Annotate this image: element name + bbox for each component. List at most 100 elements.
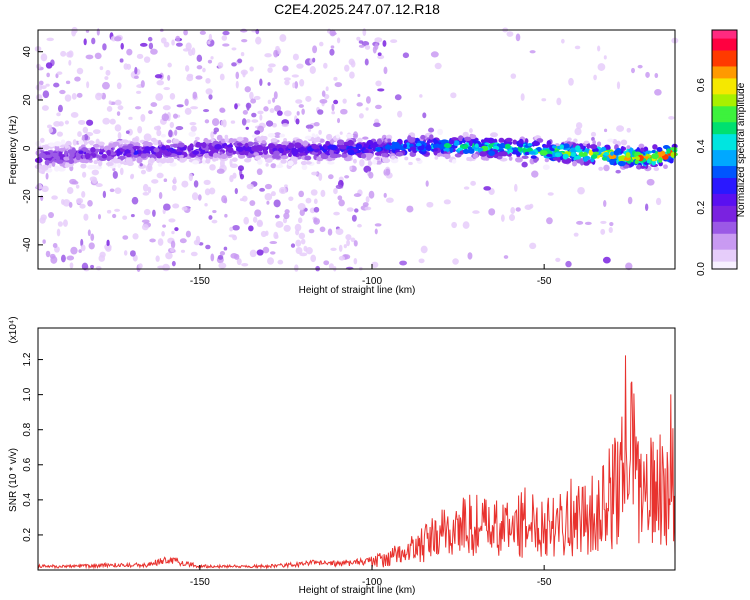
spectrogram-cell	[170, 240, 176, 249]
colorbar-frame	[711, 29, 738, 270]
spectrogram-cell	[156, 153, 163, 159]
spectrogram-cell	[325, 86, 329, 92]
spectrogram-cell	[546, 217, 553, 225]
spectrogram-cell	[313, 198, 318, 205]
spectrogram-x-ticks: -150 -100 -50	[190, 264, 552, 287]
spectrogram-cell	[295, 246, 303, 255]
spectrogram-cell	[402, 52, 410, 59]
colorbar-segment	[712, 33, 737, 39]
spectrogram-cell	[406, 205, 414, 213]
spectrogram-cell	[356, 102, 363, 107]
spectrogram-cell	[123, 63, 129, 70]
spectrogram-cell	[202, 159, 207, 165]
spectrogram-cell	[323, 94, 330, 100]
spectrogram-cell	[385, 197, 394, 203]
colorbar-segment	[712, 105, 737, 111]
spectrogram-cell	[335, 228, 344, 236]
spectrogram-cell	[167, 62, 172, 68]
spectrogram-cell	[40, 53, 48, 62]
spectrogram-cell	[321, 90, 326, 97]
spectrogram-cell	[434, 155, 439, 160]
spectrogram-cell	[136, 53, 144, 60]
spectrogram-cell	[109, 118, 116, 125]
colorbar-segment	[712, 149, 737, 155]
spectrogram-cell	[415, 157, 421, 161]
spectrogram-cell	[249, 91, 254, 100]
spectrogram-cell	[426, 201, 434, 208]
colorbar-segment	[712, 201, 737, 206]
spectrogram-cell	[334, 82, 343, 88]
spectrogram-cell	[171, 260, 176, 267]
spectrogram-cell	[81, 262, 89, 271]
spectrogram-cell	[171, 184, 177, 191]
spectrogram-cell	[470, 180, 477, 186]
spectrogram-cell	[35, 183, 43, 190]
spectrogram-cell	[157, 162, 163, 167]
spectrogram-cell	[454, 153, 462, 158]
spectrogram-cell	[210, 131, 215, 139]
spectrogram-cell	[192, 91, 198, 99]
spectrogram-cell	[118, 155, 126, 160]
spectrogram-cell	[420, 134, 426, 140]
spectrogram-cell	[91, 177, 98, 184]
spectrogram-cell	[125, 130, 130, 134]
spectrogram-cell	[381, 153, 389, 157]
spectrogram-cell	[383, 192, 387, 198]
spectrogram-cell	[68, 59, 72, 66]
spectrogram-cell	[646, 178, 655, 186]
spectrogram-cell	[53, 82, 60, 88]
spectrogram-cell	[451, 221, 457, 229]
spectrogram-cell	[287, 152, 292, 158]
spectrogram-cell	[208, 187, 216, 195]
spectrogram-cell	[262, 246, 270, 254]
spectrogram-cell	[363, 165, 372, 173]
spectrogram-cell	[354, 208, 359, 213]
colorbar-gradient	[712, 30, 737, 270]
spectrogram-cell	[530, 155, 537, 159]
spectrogram-cell	[299, 79, 305, 87]
spectrogram-cell	[183, 29, 188, 36]
spectrogram-cell	[46, 37, 54, 42]
spectrogram-cell	[352, 131, 359, 140]
spectrogram-cell	[483, 186, 492, 191]
spectrogram-cell	[186, 73, 194, 78]
spectrogram-cell	[64, 94, 72, 102]
spectrogram-cell	[273, 91, 278, 100]
spectrogram-cell	[82, 126, 89, 134]
spectrogram-cell	[198, 149, 206, 155]
spectrogram-cell	[364, 58, 369, 66]
spectrogram-cell	[281, 144, 287, 149]
spectrogram-cell	[215, 153, 220, 158]
spectrogram-cell	[480, 139, 485, 144]
spectrogram-cell	[71, 92, 77, 100]
spectrogram-cell	[117, 105, 124, 111]
spectrogram-cell	[233, 253, 240, 260]
spectrogram-cell	[333, 76, 338, 81]
spectrogram-cell	[256, 220, 264, 228]
spectrogram-cell	[176, 104, 184, 108]
spectrogram-cell	[590, 131, 597, 137]
spectrogram-cell	[510, 206, 516, 215]
spectrogram-cell	[543, 144, 551, 148]
spectrogram-cell	[462, 131, 469, 138]
spectrogram-cell	[565, 260, 572, 268]
spectrogram-cell	[273, 150, 280, 156]
snr-y-label: SNR (10 * v/v)	[8, 448, 19, 512]
spectrogram-cell	[600, 228, 606, 235]
spectrogram-cell	[122, 235, 129, 240]
spectrogram-cell	[529, 203, 534, 209]
spectrogram-cell	[305, 124, 314, 130]
spectrogram-cell	[193, 239, 201, 246]
spectrogram-cell	[130, 173, 135, 179]
spectrogram-cell	[171, 39, 175, 46]
spectrogram-cell	[374, 151, 382, 156]
spectrogram-cell	[331, 111, 336, 115]
spectrogram-cell	[157, 265, 165, 269]
spectrogram-cell	[53, 121, 61, 127]
spectrogram-cell	[309, 66, 316, 74]
spectrogram-cell	[372, 45, 377, 54]
spectrogram-cell	[651, 153, 659, 160]
spectrogram-cell	[420, 245, 428, 254]
spectrogram-cell	[75, 184, 80, 189]
spectrogram-cell	[51, 161, 56, 167]
